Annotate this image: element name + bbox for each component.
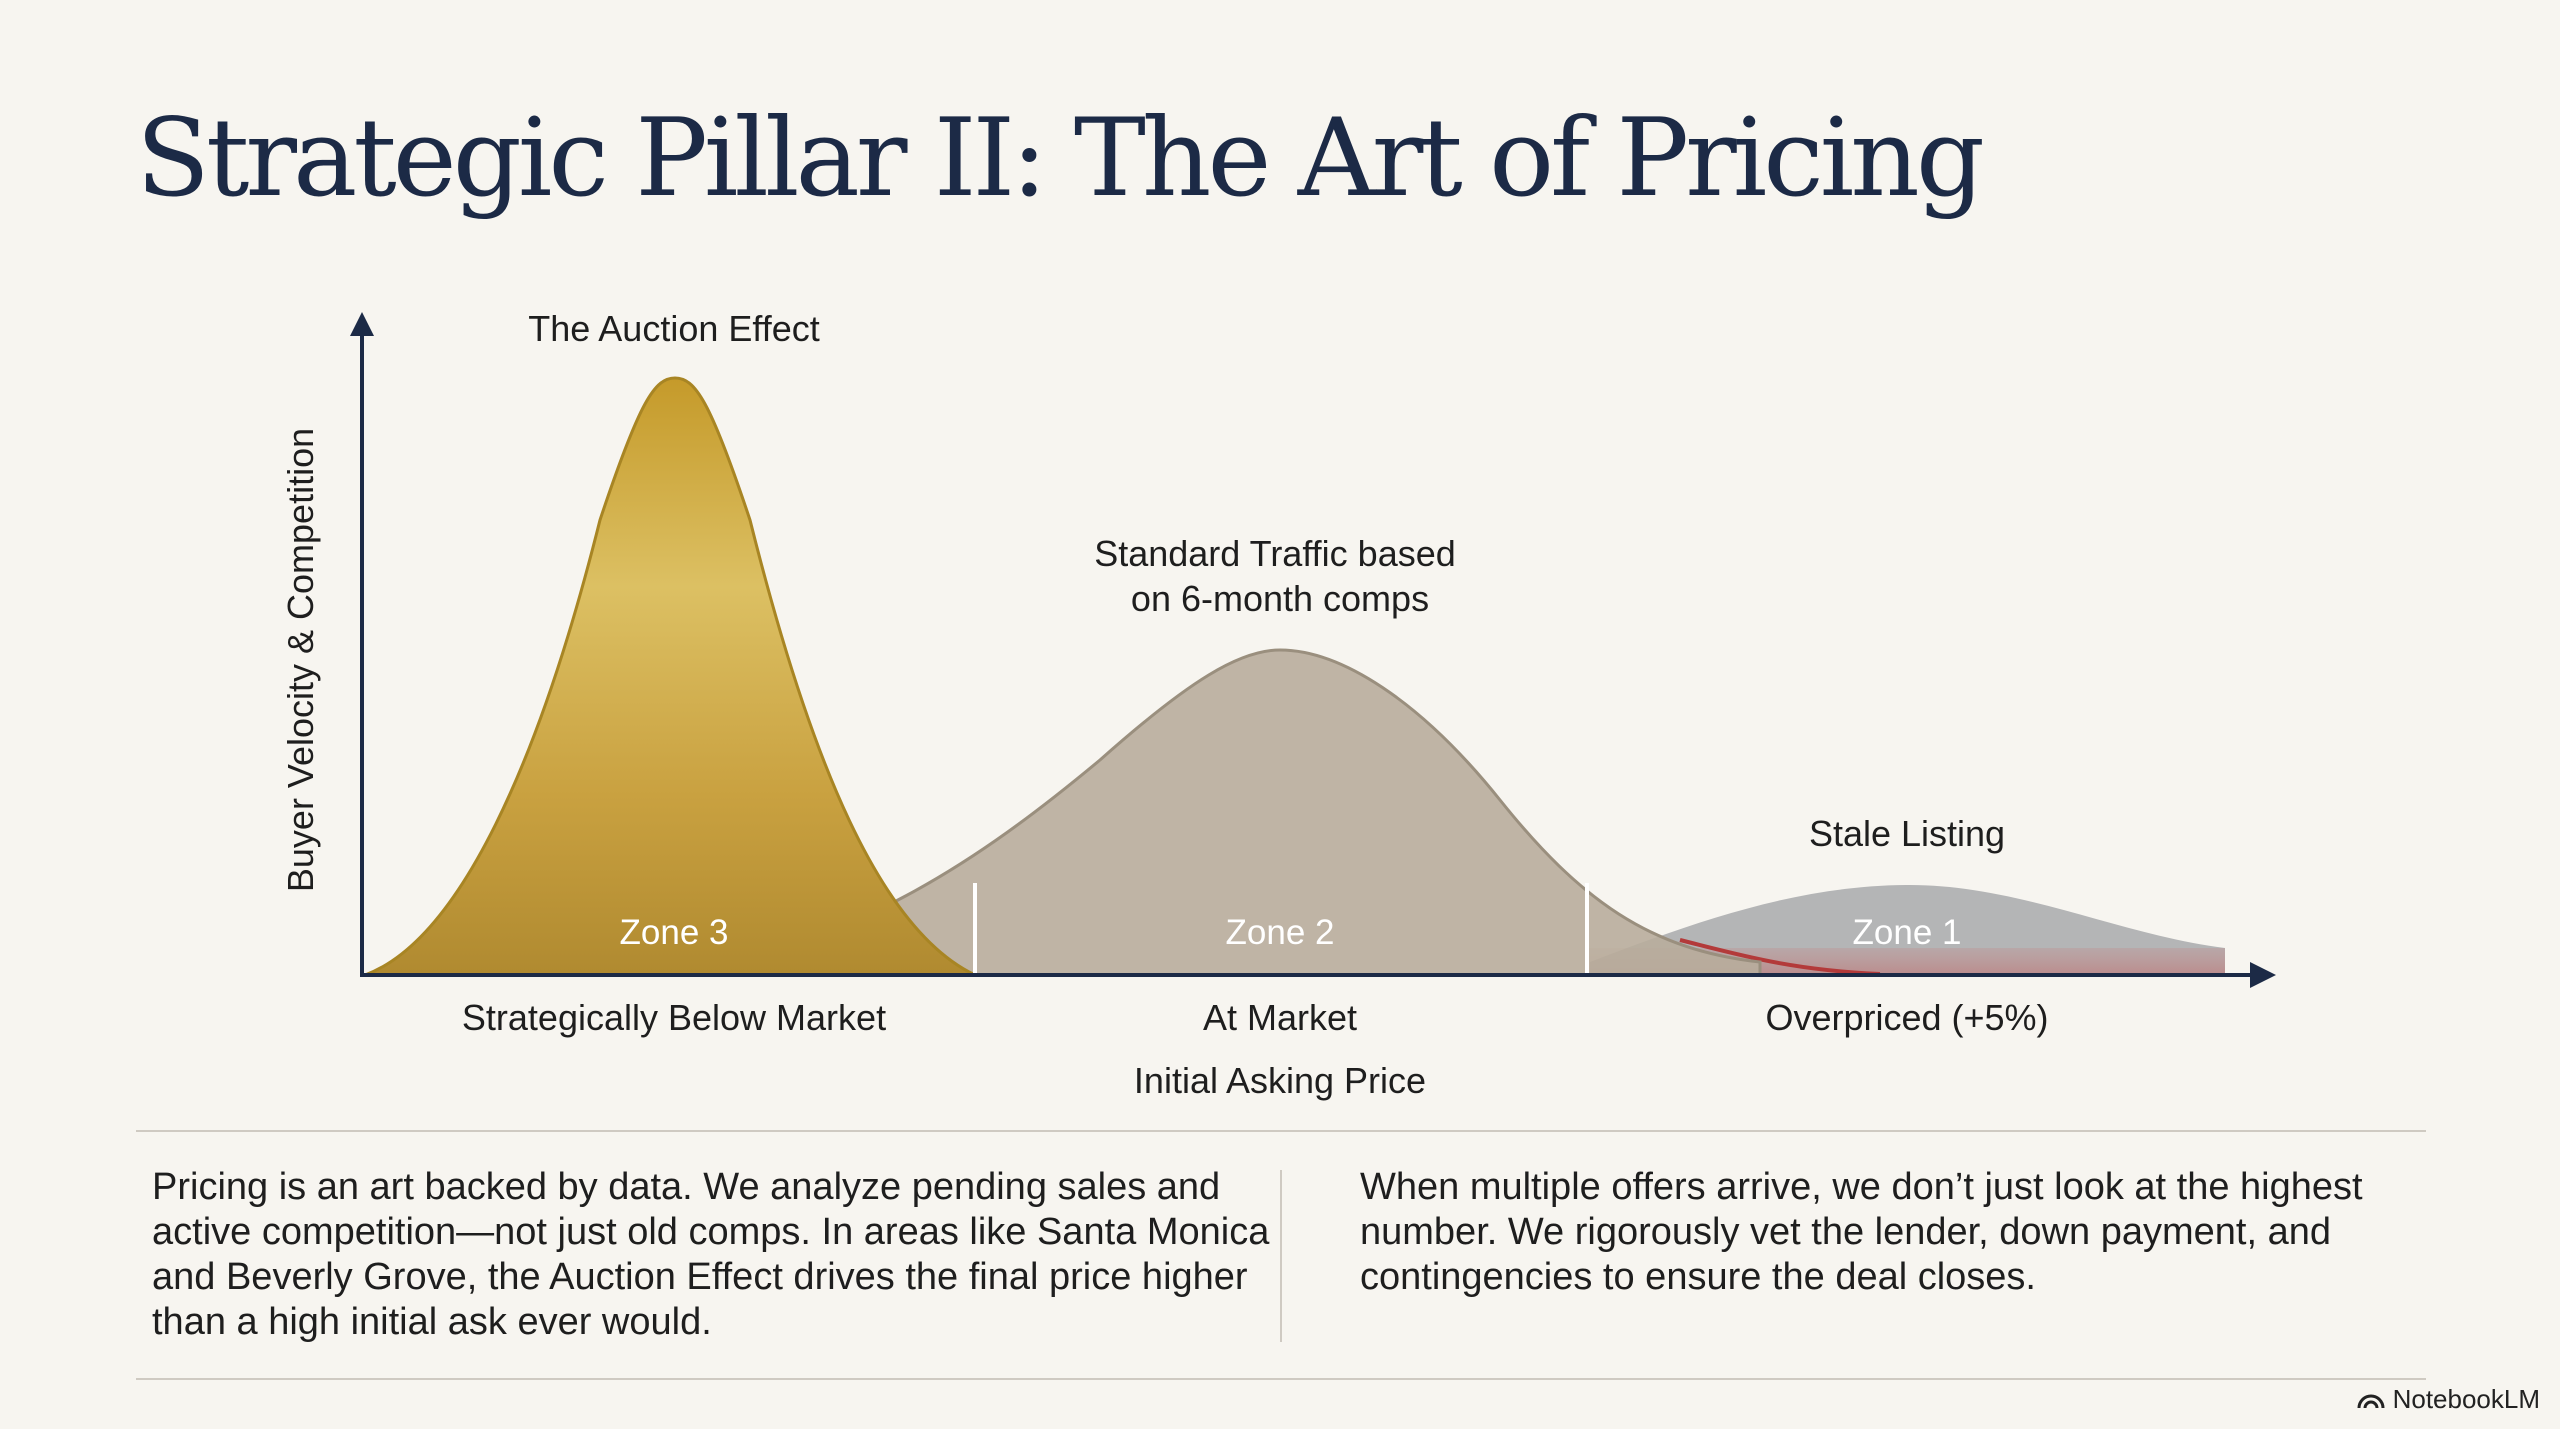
y-axis-title: Buyer Velocity & Competition xyxy=(280,428,321,892)
x-axis-title: Initial Asking Price xyxy=(1134,1060,1426,1101)
column-divider xyxy=(1280,1170,1282,1342)
category-below-market: Strategically Below Market xyxy=(462,997,886,1038)
zone-2-label: Zone 2 xyxy=(1226,913,1335,952)
y-axis-arrow-icon xyxy=(350,312,374,336)
bottom-divider xyxy=(136,1378,2426,1380)
standard-traffic-label: Standard Traffic based on 6-month comps xyxy=(1094,533,1466,619)
page-title: Strategic Pillar II: The Art of Pricing xyxy=(136,96,1985,221)
stale-listing-label: Stale Listing xyxy=(1809,813,2005,854)
brand-badge: NotebookLM xyxy=(2357,1384,2540,1415)
zone-1-label: Zone 1 xyxy=(1853,913,1962,952)
category-overpriced: Overpriced (+5%) xyxy=(1765,997,2048,1038)
standard-traffic-curve xyxy=(659,648,1762,977)
stale-listing-red-line xyxy=(1679,938,1881,976)
auction-effect-curve xyxy=(364,376,976,977)
x-axis-arrow-icon xyxy=(2250,962,2276,988)
brand-name: NotebookLM xyxy=(2392,1384,2540,1414)
notebooklm-logo-icon xyxy=(2357,1394,2385,1408)
zone-3-label: Zone 3 xyxy=(620,913,729,952)
body-left-text: Pricing is an art backed by data. We ana… xyxy=(152,1166,1270,1343)
category-at-market: At Market xyxy=(1203,997,1357,1038)
body-right-text: When multiple offers arrive, we don’t ju… xyxy=(1360,1166,2363,1298)
auction-effect-label: The Auction Effect xyxy=(528,308,820,349)
top-divider xyxy=(136,1130,2426,1132)
